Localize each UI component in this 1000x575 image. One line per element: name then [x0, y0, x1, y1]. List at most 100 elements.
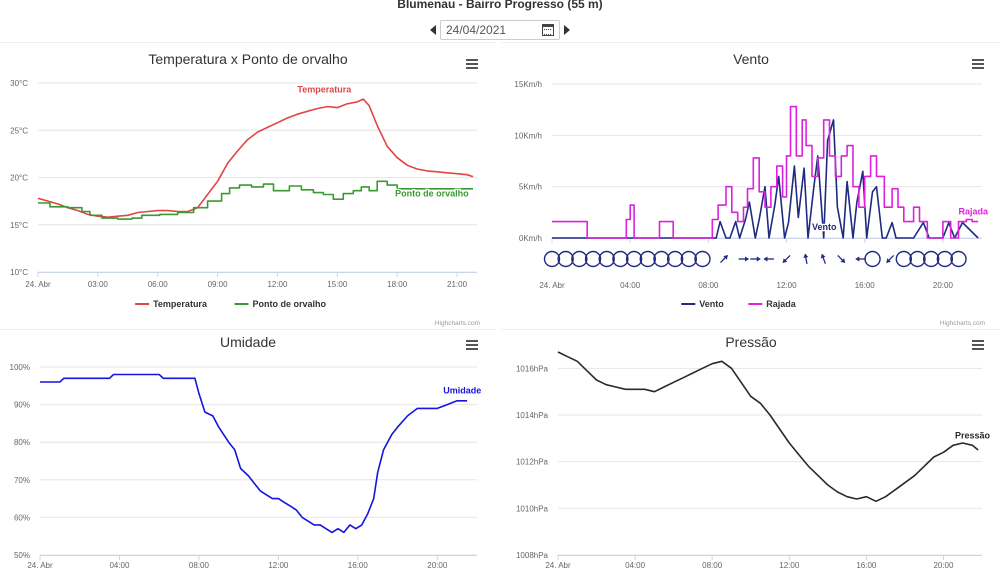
hum-y-tick-label: 90%: [14, 401, 30, 410]
temperature-chart-menu-icon[interactable]: [466, 59, 478, 69]
wind-calm-marker: [694, 250, 711, 268]
wind-direction-arrow-head: [820, 253, 826, 259]
press-y-tick-label: 1014hPa: [516, 411, 549, 420]
wind-calm-marker: [864, 250, 881, 268]
temp-x-tick-label: 09:00: [208, 280, 229, 289]
temp-legend-item: Ponto de orvalho: [253, 299, 327, 309]
wind-calm-marker: [625, 250, 643, 268]
press-x-tick-label: 24. Abr: [545, 561, 571, 570]
temp-credits: Highcharts.com: [435, 320, 480, 327]
temperature-chart-panel: Temperatura x Ponto de orvalho 10°C 15°C 20…: [0, 42, 496, 329]
wind-calm-marker: [598, 250, 615, 268]
temp-x-tick-label: 12:00: [267, 280, 288, 289]
prev-day-arrow-icon[interactable]: [430, 25, 436, 35]
wind-x-tick-label: 08:00: [698, 281, 719, 290]
wind-legend-item: Rajada: [766, 299, 797, 309]
press-series-press-o: [557, 351, 979, 503]
hum-y-tick-label: 70%: [14, 476, 30, 485]
wind-y-tick-label: 10Km/h: [514, 131, 542, 140]
press-x-tick-label: 16:00: [856, 561, 877, 570]
press-x-tick-label: 12:00: [779, 561, 800, 570]
wind-y-tick-label: 15Km/h: [514, 80, 542, 89]
pressure-chart: Pressão 1008hPa 1010hPa 1012hPa 1014hPa 1016h…: [516, 334, 992, 570]
hum-x-tick-label: 16:00: [348, 561, 369, 570]
wind-direction-arrow-head: [763, 256, 768, 262]
calendar-icon[interactable]: [542, 24, 554, 36]
wind-x-tick-label: 12:00: [777, 281, 798, 290]
press-y-tick-label: 1016hPa: [516, 364, 549, 373]
wind-direction-arrow-head: [803, 253, 809, 258]
wind-calm-marker: [936, 250, 954, 268]
wind-x-tick-label: 16:00: [855, 281, 876, 290]
wind-calm-marker: [571, 250, 588, 268]
hum-y-tick-label: 80%: [14, 438, 30, 447]
wind-calm-marker: [639, 250, 656, 268]
wind-series-vento: [552, 119, 979, 239]
wind-chart-panel: Vento 0Km/h 5Km/h 10Km/h 15Km/h 24. Abr 04:00 0…: [502, 42, 1000, 329]
temp-x-tick-label: 03:00: [88, 280, 109, 289]
wind-direction-arrow: [738, 256, 750, 262]
wind-series-rajada: [552, 105, 979, 239]
wind-direction-arrow: [886, 255, 895, 263]
wind-calm-marker: [680, 250, 698, 268]
date-value: 24/04/2021: [446, 23, 507, 37]
date-input[interactable]: 24/04/2021: [440, 20, 560, 40]
wind-credits: Highcharts.com: [940, 320, 985, 327]
date-navigation: 24/04/2021: [0, 19, 1000, 41]
page-title: Blumenau - Bairro Progresso (55 m): [397, 0, 603, 11]
hum-chart-title: Umidade: [220, 334, 276, 350]
hum-x-tick-label: 04:00: [109, 561, 130, 570]
wind-calm-marker: [557, 250, 574, 268]
temp-series-label-ponto-de-orvalho: Ponto de orvalho: [395, 188, 469, 198]
hum-x-tick-label: 24. Abr: [27, 561, 53, 570]
temp-x-tick-label: 24. Abr: [25, 280, 51, 289]
hum-x-tick-label: 12:00: [268, 561, 289, 570]
press-chart-title: Pressão: [725, 334, 777, 350]
wind-direction-arrow-head: [782, 258, 788, 263]
temp-series-ponto-de-orvalho: [38, 180, 473, 220]
temp-legend-item: Temperatura: [153, 299, 208, 309]
humidity-chart-menu-icon[interactable]: [466, 340, 478, 350]
temp-chart-title: Temperatura x Ponto de orvalho: [148, 51, 347, 67]
wind-chart-menu-icon[interactable]: [972, 59, 984, 69]
temp-series-temperatura: [37, 98, 474, 218]
next-day-arrow-icon[interactable]: [564, 25, 570, 35]
hum-series-umidade: [40, 373, 468, 534]
temp-x-tick-label: 15:00: [327, 280, 348, 289]
temp-y-tick-label: 30°C: [10, 79, 28, 88]
humidity-chart-panel: Umidade 50% 60% 70% 80% 90% 100% 24. Abr 04:00 08…: [0, 329, 496, 575]
wind-calm-marker: [895, 250, 913, 268]
wind-direction-arrow-head: [756, 256, 761, 262]
wind-x-tick-label: 24. Abr: [539, 281, 565, 290]
pressure-chart-panel: Pressão 1008hPa 1010hPa 1012hPa 1014hPa 1016h…: [502, 329, 1000, 575]
hum-y-tick-label: 100%: [10, 363, 30, 372]
temp-y-tick-label: 15°C: [10, 221, 28, 230]
pressure-chart-menu-icon[interactable]: [972, 340, 984, 350]
wind-legend-item: Vento: [699, 299, 724, 309]
temperature-chart: Temperatura x Ponto de orvalho 10°C 15°C 20…: [10, 51, 480, 327]
press-series-label-press-o: Pressão: [955, 430, 991, 440]
temp-y-tick-label: 25°C: [10, 126, 28, 135]
temp-y-tick-label: 20°C: [10, 174, 28, 183]
wind-series-label-rajada: Rajada: [959, 206, 990, 216]
press-y-tick-label: 1012hPa: [516, 458, 549, 467]
wind-direction-arrow-head: [886, 258, 891, 263]
wind-direction-arrow: [763, 256, 774, 262]
wind-y-tick-label: 0Km/h: [519, 234, 542, 243]
hum-x-tick-label: 08:00: [189, 561, 210, 570]
wind-y-tick-label: 5Km/h: [519, 183, 542, 192]
hum-y-tick-label: 60%: [14, 513, 30, 522]
wind-calm-marker: [666, 250, 684, 268]
wind-calm-marker: [909, 250, 926, 268]
press-y-tick-label: 1008hPa: [516, 551, 549, 560]
wind-direction-arrow-head: [745, 256, 750, 262]
temp-series-label-temperatura: Temperatura: [297, 84, 352, 94]
wind-direction-arrow: [720, 255, 728, 263]
wind-calm-marker: [543, 250, 561, 268]
temp-x-tick-label: 21:00: [447, 280, 468, 289]
wind-x-tick-label: 20:00: [933, 281, 954, 290]
wind-direction-arrow: [803, 253, 809, 265]
wind-direction-arrow: [782, 255, 791, 263]
humidity-chart: Umidade 50% 60% 70% 80% 90% 100% 24. Abr 04:00 08…: [10, 334, 483, 570]
temp-x-tick-label: 06:00: [148, 280, 169, 289]
